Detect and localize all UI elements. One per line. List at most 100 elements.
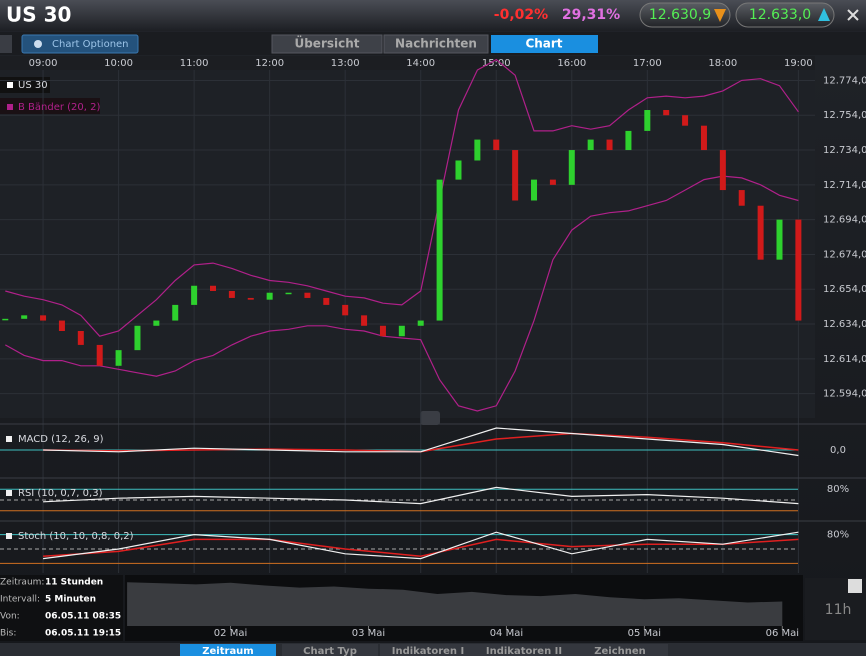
candle: [531, 180, 537, 201]
y-tick-label: 12.654,0: [823, 284, 866, 295]
bottom-tab-label[interactable]: Chart Typ: [303, 646, 357, 656]
candle: [437, 180, 443, 321]
candle: [40, 315, 46, 320]
candle: [607, 140, 613, 150]
x-tick-label: 14:00: [406, 58, 435, 69]
candle: [682, 115, 688, 125]
splitter[interactable]: [420, 411, 440, 425]
legend-swatch: [7, 104, 13, 110]
x-tick-label: 16:00: [557, 58, 586, 69]
candle: [97, 345, 103, 366]
candle: [720, 150, 726, 190]
y-tick-label: 12.674,0: [823, 249, 866, 260]
tab-label[interactable]: Nachrichten: [395, 37, 477, 51]
y-tick-label: 80%: [827, 530, 849, 541]
candle: [229, 291, 235, 298]
info-value: 06.05.11 08:35: [45, 612, 121, 622]
candle: [21, 315, 27, 318]
options-label[interactable]: Chart Optionen: [52, 39, 129, 50]
y-tick-label: 12.754,0: [823, 110, 866, 121]
x-tick-label: 18:00: [708, 58, 737, 69]
candle: [569, 150, 575, 185]
x-tick-label: 19:00: [784, 58, 813, 69]
bottom-tab-label[interactable]: Zeichnen: [594, 646, 646, 656]
candle: [286, 293, 292, 295]
candle: [625, 131, 631, 150]
tab-label[interactable]: Chart: [525, 37, 562, 51]
x-tick-label: 11:00: [180, 58, 209, 69]
candle: [739, 190, 745, 206]
candle: [342, 305, 348, 315]
candle: [758, 206, 764, 260]
candle: [323, 298, 329, 305]
legend-label: RSI (10, 0,7, 0,3): [18, 488, 103, 499]
candle: [474, 140, 480, 161]
candle: [455, 160, 461, 179]
x-tick-label: 05 Mai: [628, 628, 661, 639]
info-value: 5 Minuten: [45, 595, 96, 605]
candle: [493, 140, 499, 150]
candle: [191, 286, 197, 305]
x-tick-label: 03 Mai: [352, 628, 385, 639]
candle: [153, 321, 159, 326]
bottom-tab-label[interactable]: Indikatoren I: [392, 646, 465, 656]
main-plot: [0, 70, 815, 418]
candle: [361, 315, 367, 325]
legend-swatch: [6, 533, 12, 539]
back-button[interactable]: [0, 35, 12, 53]
candle: [267, 293, 273, 300]
scroll-button[interactable]: [848, 579, 862, 593]
candle: [172, 305, 178, 321]
instrument-title: US 30: [6, 3, 71, 27]
y-tick-label: 12.594,0: [823, 389, 866, 400]
candle: [304, 293, 310, 298]
y-tick-label: 12.694,0: [823, 215, 866, 226]
bottom-tab-label[interactable]: Indikatoren II: [486, 646, 562, 656]
legend-label: MACD (12, 26, 9): [18, 434, 104, 445]
x-tick-label: 09:00: [29, 58, 58, 69]
y-tick-label: 12.634,0: [823, 319, 866, 330]
candle: [512, 150, 518, 200]
candle: [399, 326, 405, 336]
range-label: 11h: [825, 602, 852, 618]
info-key: Von:: [0, 612, 20, 622]
x-tick-label: 12:00: [255, 58, 284, 69]
candle: [795, 220, 801, 321]
candle: [550, 180, 556, 185]
x-tick-label: 10:00: [104, 58, 133, 69]
candle: [663, 110, 669, 115]
info-key: Zeitraum:: [0, 578, 44, 588]
candle: [380, 326, 386, 336]
legend-swatch: [6, 490, 12, 496]
candle: [134, 326, 140, 350]
candle: [78, 331, 84, 345]
y-tick-label: 12.614,0: [823, 354, 866, 365]
legend-swatch: [7, 82, 13, 88]
x-tick-label: 17:00: [633, 58, 662, 69]
y-tick-label: 12.774,0: [823, 75, 866, 86]
y-tick-label: 12.734,0: [823, 145, 866, 156]
x-tick-label: 13:00: [331, 58, 360, 69]
candle: [418, 321, 424, 326]
legend-label: Stoch (10, 10, 0,8, 0,2): [18, 531, 134, 542]
candle: [248, 298, 254, 300]
bottom-tab-label[interactable]: Zeitraum: [202, 646, 253, 656]
candle: [588, 140, 594, 150]
change: -0,02%: [494, 7, 548, 23]
tab-label[interactable]: Übersicht: [294, 36, 359, 51]
y-tick-label: 0,0: [830, 445, 846, 456]
legend-label: B Bänder (20, 2): [18, 102, 101, 113]
x-tick-label: 06 Mai: [766, 628, 799, 639]
info-key: Bis:: [0, 629, 16, 639]
stat: 29,31%: [562, 7, 620, 23]
candle: [644, 110, 650, 131]
ask[interactable]: 12.633,0: [749, 7, 811, 23]
y-tick-label: 12.714,0: [823, 180, 866, 191]
x-tick-label: 04 Mai: [490, 628, 523, 639]
bid[interactable]: 12.630,9: [649, 7, 711, 23]
gear-icon: [34, 40, 42, 48]
candle: [210, 286, 216, 291]
candle: [776, 220, 782, 260]
